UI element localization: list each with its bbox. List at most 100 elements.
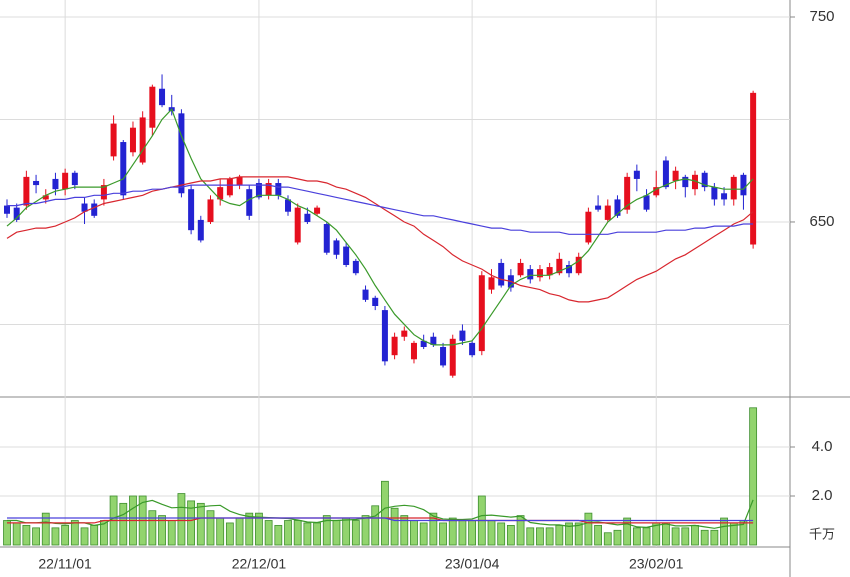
volume-bar <box>429 512 438 546</box>
candle-body <box>740 174 747 196</box>
candle-body <box>449 338 456 376</box>
candle-body <box>401 330 408 337</box>
candle-body <box>285 199 292 212</box>
candle-body <box>585 211 592 243</box>
volume-bar <box>351 520 360 546</box>
candle-body <box>711 187 718 200</box>
volume-bar <box>342 517 351 546</box>
volume-bar <box>245 512 254 546</box>
candle-body <box>420 340 427 347</box>
volume-bar <box>526 527 535 546</box>
volume-bar <box>90 524 99 546</box>
y-tick-label: 2.0 <box>812 487 833 504</box>
candle-body <box>323 224 330 253</box>
volume-bar <box>361 515 370 546</box>
volume-bar <box>322 515 331 546</box>
candle-body <box>614 199 621 216</box>
candle-body <box>556 258 563 274</box>
candle-body <box>372 297 379 306</box>
volume-bar <box>419 522 428 546</box>
volume-bar <box>448 517 457 546</box>
volume-bar <box>255 512 263 546</box>
candle-body <box>100 185 107 200</box>
candle-body <box>624 176 631 210</box>
candle-body <box>333 240 340 255</box>
candle-body <box>653 187 660 196</box>
candle-body <box>314 207 321 214</box>
candle-body <box>129 127 136 153</box>
candle-body <box>304 213 311 222</box>
candle-body <box>536 269 543 278</box>
candle-body <box>4 205 10 214</box>
candle-body <box>246 189 253 216</box>
volume-bar <box>584 512 593 546</box>
candle-body <box>575 256 582 274</box>
candle-body <box>71 172 78 186</box>
volume-bar <box>177 493 186 546</box>
candle-body <box>691 174 698 190</box>
volume-bar <box>216 517 225 546</box>
volume-bar <box>390 507 399 546</box>
candle-body <box>672 170 679 181</box>
volume-bar <box>749 407 758 546</box>
candle-body <box>255 183 262 198</box>
candle-body <box>566 265 573 274</box>
volume-bar <box>22 524 31 546</box>
candle-body <box>362 289 369 300</box>
candle-body <box>197 219 204 241</box>
candle-body <box>721 193 728 200</box>
candle-body <box>352 260 359 274</box>
volume-bar <box>555 524 564 546</box>
volume-bar <box>235 517 244 546</box>
candle-body <box>701 172 708 188</box>
volume-bar <box>284 520 292 546</box>
volume-bar <box>332 520 341 546</box>
volume-bar <box>642 527 651 546</box>
volume-bar <box>3 520 11 546</box>
candle-body <box>410 342 417 360</box>
candle-body <box>294 207 301 243</box>
candle-body <box>498 262 505 286</box>
volume-bar <box>671 527 680 546</box>
moving-average-line <box>7 184 754 235</box>
volume-bar <box>400 515 409 546</box>
volume-bar <box>41 512 50 546</box>
volume-bar <box>681 527 690 546</box>
candle-body <box>91 203 98 216</box>
candle-body <box>23 176 30 206</box>
candle-body <box>517 262 524 276</box>
volume-bar <box>70 520 79 546</box>
candle-body <box>149 86 156 128</box>
volume-bar <box>700 529 709 546</box>
volume-bar <box>574 522 583 546</box>
candle-body <box>750 92 757 245</box>
candle-body <box>217 187 224 200</box>
candle-body <box>469 342 476 356</box>
candle-body <box>188 189 195 231</box>
volume-bar <box>61 524 70 546</box>
volume-bar <box>225 522 234 546</box>
candle-body <box>226 178 233 196</box>
volume-bar <box>545 527 554 546</box>
candle-body <box>440 346 447 366</box>
volume-bar <box>187 500 196 546</box>
candle-body <box>207 199 214 222</box>
candle-body <box>430 336 437 345</box>
volume-bar <box>293 520 302 546</box>
candle-body <box>275 183 282 196</box>
candle-body <box>62 172 69 190</box>
candle-body <box>633 170 640 179</box>
volume-bar <box>51 527 60 546</box>
candle-body <box>178 113 185 194</box>
volume-bar <box>536 527 544 546</box>
candle-body <box>52 178 59 190</box>
x-tick-label: 22/11/01 <box>38 556 92 572</box>
volume-bar <box>623 517 632 546</box>
candle-body <box>81 203 88 212</box>
volume-bar <box>32 527 40 546</box>
volume-bar <box>410 520 418 546</box>
candle-body <box>730 176 737 200</box>
candle-body <box>13 207 20 220</box>
